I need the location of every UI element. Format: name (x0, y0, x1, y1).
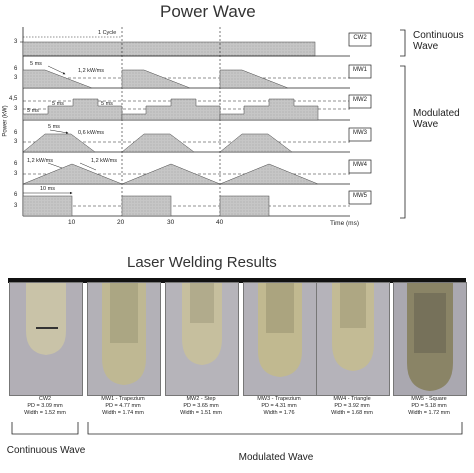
caption-mw1-width: Width = 1.74 mm (102, 410, 144, 416)
caption-mw2-width: Width = 1.51 mm (180, 410, 222, 416)
caption-mw1: MW1 - Trapezium PD = 4.77 mm Width = 1.7… (83, 396, 163, 417)
row-mw4 (22, 162, 350, 185)
cycle-label: 1 Cycle (98, 30, 117, 36)
caption-mw3: MW3 - Trapezium PD = 4.31 mm Width = 1.7… (239, 396, 319, 417)
bottom-brackets (11, 422, 463, 435)
x-tick-30: 30 (167, 219, 175, 226)
cw2-wave (22, 41, 316, 57)
weld-photo-cw2 (9, 282, 83, 396)
power-wave-diagram (20, 27, 406, 219)
continuous-wave-label: Continuous Wave (413, 30, 464, 52)
caption-mw3-pd: PD = 4.31 mm (261, 403, 297, 409)
caption-cw2-width: Width = 1.52 mm (24, 410, 66, 416)
caption-cw2-name: CW2 (38, 396, 52, 402)
row-cw2 (20, 27, 350, 216)
modulated-bracket (400, 65, 406, 219)
mw2-annotation-1: 5 ms (27, 108, 39, 114)
weld-photo-mw1 (87, 282, 161, 396)
mw2-annotation-2: 5 ms (52, 101, 64, 107)
caption-mw5: MW5 - Square PD = 5.18 mm Width = 1.72 m… (389, 396, 469, 417)
label-mw5: MW5 (353, 193, 367, 199)
caption-mw1-name: MW1 - Trapezium (101, 396, 145, 402)
caption-mw3-width: Width = 1.76 (263, 410, 295, 416)
mw1-tick-3: 3 (14, 75, 18, 81)
mw2-annotation-3: 5 ms (101, 101, 113, 107)
caption-cw2-pd: PD = 3.09 mm (27, 403, 63, 409)
welding-title: Laser Welding Results (127, 254, 277, 271)
caption-mw4-width: Width = 1.68 mm (331, 410, 373, 416)
mw5-tick-6: 6 (14, 192, 18, 198)
label-mw3: MW3 (353, 130, 367, 136)
caption-mw5-name: MW5 - Square (411, 396, 447, 402)
mw3-annotation-slope: 0,6 kW/ms (78, 130, 104, 136)
power-wave-title: Power Wave (160, 2, 256, 21)
row-mw5 (22, 191, 350, 217)
caption-mw4-name: MW4 - Triangle (333, 396, 371, 402)
label-cw2: CW2 (353, 35, 367, 41)
mw2-tick-3: 3 (14, 106, 18, 112)
mw4-annotation-down: 1,2 kW/ms (91, 158, 117, 164)
weld-photo-mw2 (165, 282, 239, 396)
weld-photo-mw5 (393, 282, 467, 396)
weld-photo-mw4 (316, 282, 390, 396)
caption-mw5-pd: PD = 5.18 mm (411, 403, 447, 409)
mw2-tick-45: 4,5 (9, 96, 18, 102)
mw5-tick-3: 3 (14, 203, 18, 209)
x-axis-label: Time (ms) (330, 220, 360, 227)
x-tick-20: 20 (117, 219, 125, 226)
mw1-annotation-time: 5 ms (30, 61, 42, 67)
caption-cw2: CW2 PD = 3.09 mm Width = 1.52 mm (5, 396, 85, 417)
row-mw2 (22, 98, 350, 121)
bottom-continuous-label: Continuous Wave (6, 445, 86, 456)
bottom-continuous-bracket (11, 422, 79, 435)
continuous-bracket (400, 29, 406, 57)
mw5-annotation-time: 10 ms (40, 186, 55, 192)
y-axis-label: Power (kW) (2, 105, 9, 137)
caption-mw2-pd: PD = 3.65 mm (183, 403, 219, 409)
caption-mw2: MW2 - Step PD = 3.65 mm Width = 1.51 mm (161, 396, 241, 417)
weld-photo-mw3 (243, 282, 317, 396)
label-mw4: MW4 (353, 162, 367, 168)
mw1-annotation-slope: 1,2 kW/ms (78, 68, 104, 74)
mw1-tick-6: 6 (14, 66, 18, 72)
caption-mw4-pd: PD = 3.92 mm (334, 403, 370, 409)
mw3-tick-6: 6 (14, 130, 18, 136)
row-mw1 (22, 65, 350, 89)
mw3-tick-3: 3 (14, 139, 18, 145)
caption-mw5-width: Width = 1.72 mm (408, 410, 450, 416)
cw2-tick-3: 3 (14, 39, 18, 45)
bottom-modulated-bracket (87, 422, 463, 435)
caption-mw1-pd: PD = 4.77 mm (105, 403, 141, 409)
caption-mw4: MW4 - Triangle PD = 3.92 mm Width = 1.68… (312, 396, 392, 417)
mw4-tick-3: 3 (14, 171, 18, 177)
x-tick-40: 40 (216, 219, 224, 226)
x-tick-10: 10 (68, 219, 76, 226)
mw3-annotation-time: 5 ms (48, 124, 60, 130)
caption-mw3-name: MW3 - Trapezium (257, 396, 301, 402)
modulated-wave-label: Modulated Wave (413, 108, 460, 130)
caption-mw2-name: MW2 - Step (186, 396, 216, 402)
photo-strip (8, 278, 466, 283)
label-mw1: MW1 (353, 67, 367, 73)
bottom-modulated-label: Modulated Wave (238, 452, 314, 463)
mw4-tick-6: 6 (14, 161, 18, 167)
row-mw3 (22, 129, 350, 153)
mw4-annotation-up: 1,2 kW/ms (27, 158, 53, 164)
label-mw2: MW2 (353, 97, 367, 103)
